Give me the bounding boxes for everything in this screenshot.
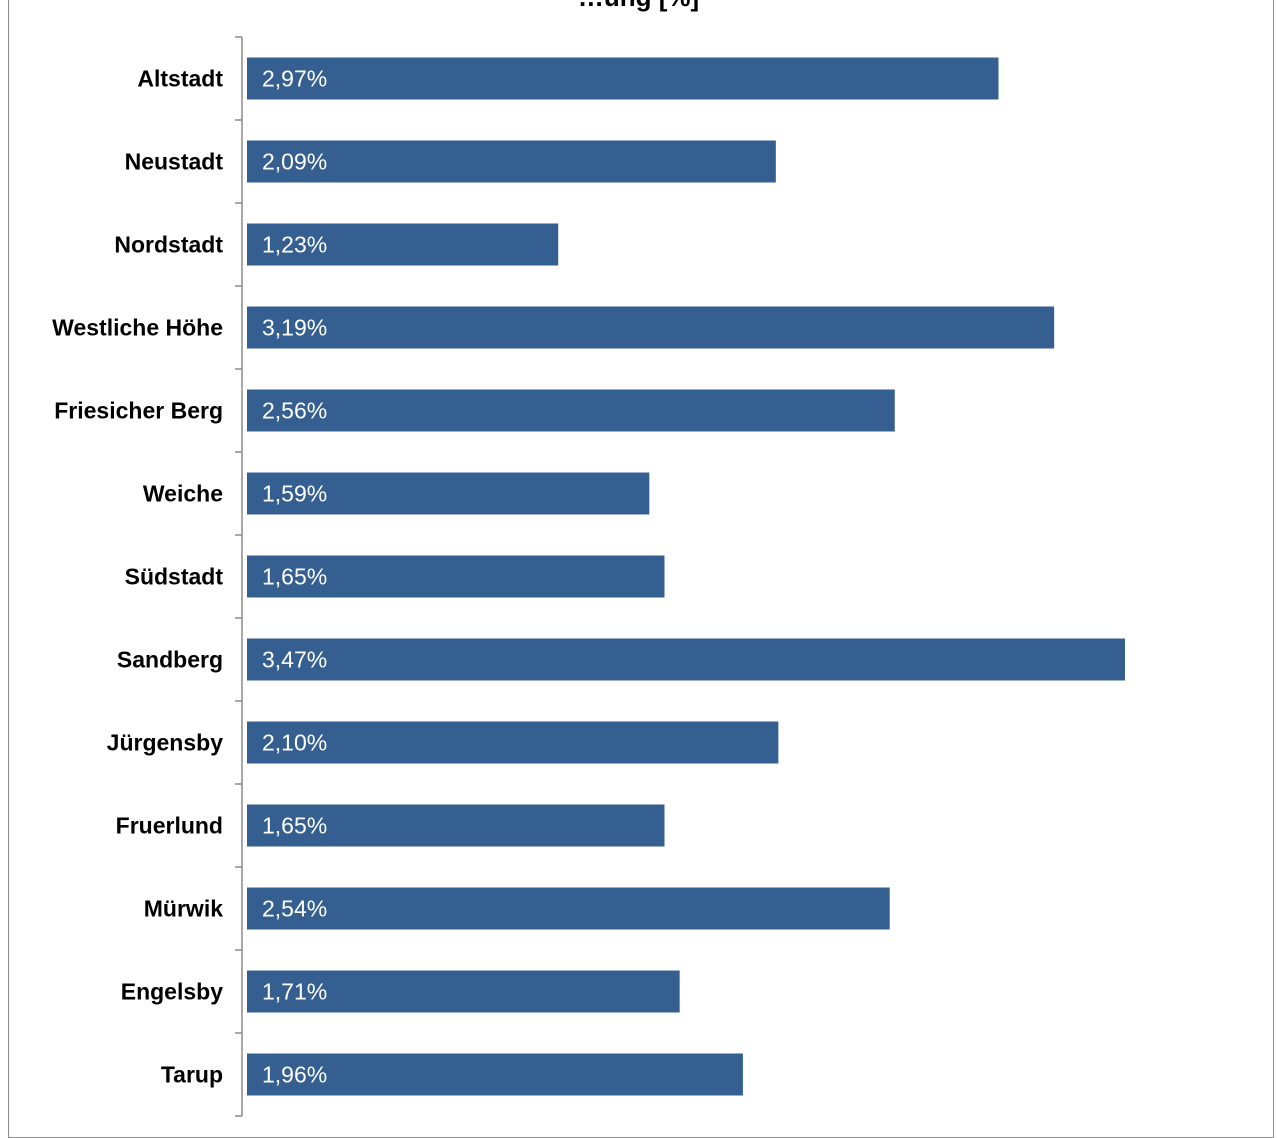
chart-title: …ung [%] xyxy=(0,0,1277,13)
value-label: 3,19% xyxy=(262,315,327,341)
value-label: 1,96% xyxy=(262,1062,327,1088)
category-label: Friesicher Berg xyxy=(54,398,223,424)
bar xyxy=(247,57,999,100)
bar xyxy=(247,721,779,764)
value-label: 3,47% xyxy=(262,647,327,673)
value-label: 2,56% xyxy=(262,398,327,424)
category-label: Jürgensby xyxy=(107,730,224,756)
bar xyxy=(247,970,680,1013)
category-label: Südstadt xyxy=(125,564,224,590)
bar xyxy=(247,804,665,847)
bar xyxy=(247,472,650,515)
bar xyxy=(247,1053,743,1096)
bar xyxy=(247,638,1125,681)
bar xyxy=(247,306,1055,349)
value-label: 2,09% xyxy=(262,149,327,175)
category-label: Tarup xyxy=(161,1062,223,1088)
value-label: 2,97% xyxy=(262,66,327,92)
category-label: Fruerlund xyxy=(116,813,223,839)
category-label: Mürwik xyxy=(144,896,223,922)
bar xyxy=(247,887,890,930)
value-label: 1,71% xyxy=(262,979,327,1005)
category-label: Sandberg xyxy=(117,647,223,673)
value-label: 1,65% xyxy=(262,564,327,590)
bar xyxy=(247,223,559,266)
category-label: Engelsby xyxy=(121,979,223,1005)
bar xyxy=(247,140,776,183)
category-label: Nordstadt xyxy=(114,232,223,258)
bar xyxy=(247,389,895,432)
value-label: 2,54% xyxy=(262,896,327,922)
bar xyxy=(247,555,665,598)
category-label: Altstadt xyxy=(137,66,223,92)
category-label: Neustadt xyxy=(125,149,224,175)
category-label: Westliche Höhe xyxy=(52,315,223,341)
value-label: 1,59% xyxy=(262,481,327,507)
value-label: 2,10% xyxy=(262,730,327,756)
category-label: Weiche xyxy=(143,481,223,507)
value-label: 1,23% xyxy=(262,232,327,258)
value-label: 1,65% xyxy=(262,813,327,839)
